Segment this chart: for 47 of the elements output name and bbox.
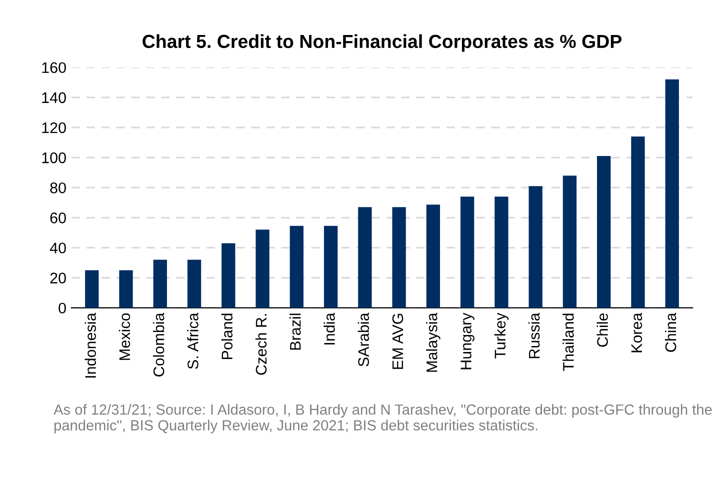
y-tick-label: 80	[50, 182, 66, 194]
y-tick-label: 40	[50, 242, 66, 254]
x-tick-label: Czech R.	[255, 314, 267, 375]
text: As of 12/31/21; Source: I Aldasoro, I, B Hardy and N Tarashev, "Corporate debt: post-GFC through the pandemic", BIS Quarterly Review, June 2021; BIS debt securities statistics.	[54, 404, 712, 434]
x-tick-label: India	[324, 312, 335, 344]
y-tick-label: 100	[42, 152, 66, 164]
bar	[460, 196, 474, 308]
x-tick-label: China	[664, 312, 676, 352]
x-tick-label: S. Africa	[187, 312, 198, 369]
bar	[494, 196, 508, 308]
chart-title: Chart 5. Credit to Non-Financial Corporates as % GDP	[142, 34, 622, 52]
bar	[597, 156, 611, 308]
y-tick-label: 160	[42, 62, 66, 74]
bar	[665, 79, 679, 308]
bar	[392, 207, 406, 308]
x-tick-label: Chile	[596, 313, 608, 347]
bar	[153, 260, 167, 308]
x-tick-label: Indonesia	[84, 312, 96, 378]
y-tick-label: 20	[50, 272, 66, 284]
x-tick-label: Mexico	[118, 313, 130, 360]
x-tick-label: Thailand	[562, 314, 574, 371]
bar	[85, 270, 99, 308]
y-tick-label: 120	[42, 122, 66, 134]
bar	[290, 226, 304, 308]
bar	[562, 176, 577, 308]
x-tick-label: Turkey	[494, 312, 509, 358]
bar	[426, 204, 440, 308]
y-tick-label: 140	[42, 92, 66, 104]
x-tick-label: Russia	[528, 312, 540, 358]
x-tick-label: Colombia	[153, 312, 164, 376]
bar	[324, 226, 338, 308]
x-tick-label: Poland	[221, 314, 233, 360]
x-tick-label: Brazil	[290, 314, 301, 350]
bar	[631, 136, 645, 308]
bar	[528, 186, 542, 308]
bar	[358, 207, 372, 308]
y-tick-label: 0	[58, 302, 66, 314]
x-tick-label: SArabia	[358, 312, 370, 366]
bar	[222, 243, 236, 308]
bar	[187, 260, 202, 308]
bar	[256, 230, 270, 308]
x-tick-label: Malaysia	[426, 312, 440, 372]
x-tick-label: Korea	[631, 312, 642, 352]
x-tick-label: Hungary	[460, 312, 474, 370]
bar	[119, 270, 133, 308]
y-tick-label: 60	[50, 212, 66, 224]
x-tick-label: EM AVG	[392, 314, 404, 369]
